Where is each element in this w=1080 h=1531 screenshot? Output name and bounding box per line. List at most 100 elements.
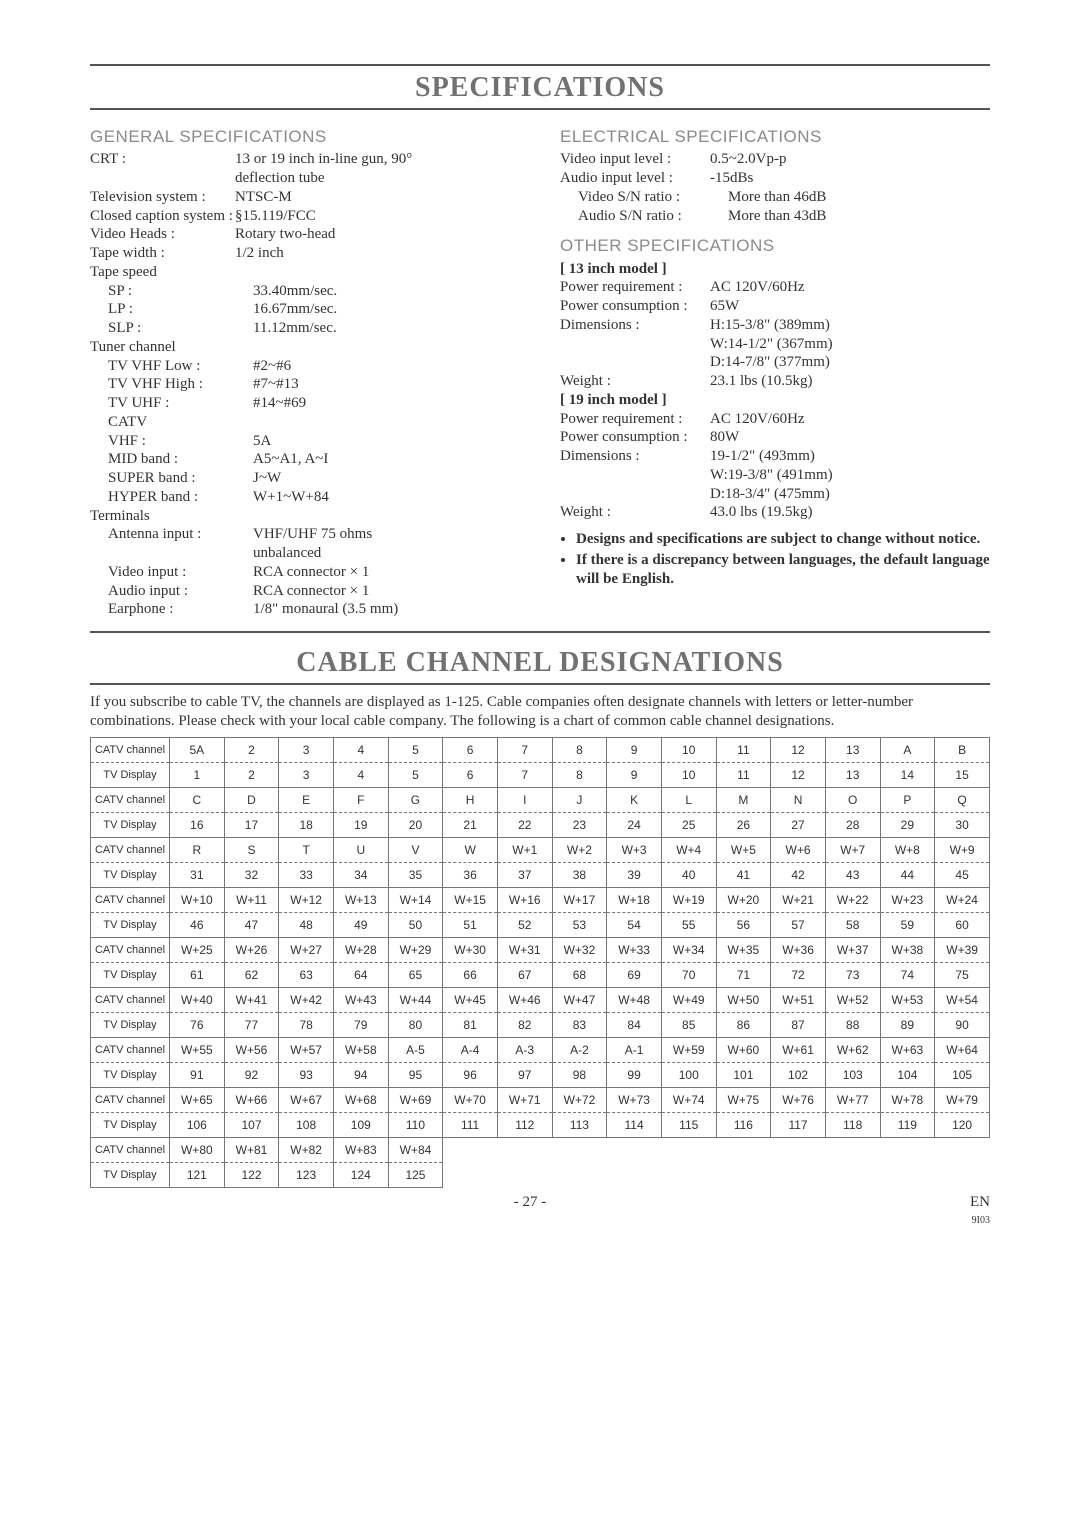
cell: W+31 <box>497 937 552 962</box>
cell: L <box>661 787 716 812</box>
spec-label <box>560 335 710 354</box>
spec-label: Terminals <box>90 507 235 526</box>
cell <box>935 1162 990 1187</box>
cell: A <box>880 737 935 762</box>
spec-label: VHF : <box>90 432 253 451</box>
row-header-tv: TV Display <box>91 1012 170 1037</box>
cell: W+33 <box>607 937 662 962</box>
cell: W+39 <box>935 937 990 962</box>
cell: 7 <box>497 737 552 762</box>
spec-label <box>560 353 710 372</box>
cell: W+22 <box>825 887 880 912</box>
cell: W+19 <box>661 887 716 912</box>
cell: 113 <box>552 1112 607 1137</box>
cell <box>771 1137 826 1162</box>
cell: 80 <box>388 1012 443 1037</box>
cell: 52 <box>497 912 552 937</box>
cell: 91 <box>170 1062 225 1087</box>
cell: W+30 <box>443 937 498 962</box>
cell: T <box>279 837 334 862</box>
spec-label: Power requirement : <box>560 410 710 429</box>
spec-value: 11.12mm/sec. <box>253 319 337 338</box>
cell: 44 <box>880 862 935 887</box>
cell: J <box>552 787 607 812</box>
row-header-tv: TV Display <box>91 1162 170 1187</box>
cell: 110 <box>388 1112 443 1137</box>
cell: 92 <box>224 1062 279 1087</box>
note-item: Designs and specifications are subject t… <box>576 530 990 549</box>
cell: 60 <box>935 912 990 937</box>
cell <box>825 1137 880 1162</box>
cell: 38 <box>552 862 607 887</box>
page-number: - 27 - <box>514 1194 547 1228</box>
spec-label: SUPER band : <box>90 469 253 488</box>
cell: W+2 <box>552 837 607 862</box>
spec-value: AC 120V/60Hz <box>710 278 805 297</box>
cell: R <box>170 837 225 862</box>
cell <box>443 1162 498 1187</box>
cell: W+81 <box>224 1137 279 1162</box>
cell: W+54 <box>935 987 990 1012</box>
cell: 125 <box>388 1162 443 1187</box>
spec-value: W:14-1/2" (367mm) <box>710 335 833 354</box>
cell: W+40 <box>170 987 225 1012</box>
row-header-catv: CATV channel <box>91 1137 170 1162</box>
model-13-label: [ 13 inch model ] <box>560 260 990 279</box>
cell: W+23 <box>880 887 935 912</box>
row-header-tv: TV Display <box>91 1062 170 1087</box>
title-cable: CABLE CHANNEL DESIGNATIONS <box>90 647 990 679</box>
cell: W+16 <box>497 887 552 912</box>
cell: 70 <box>661 962 716 987</box>
spec-value: 80W <box>710 428 739 447</box>
cell <box>443 1137 498 1162</box>
cell <box>935 1137 990 1162</box>
cell: W+47 <box>552 987 607 1012</box>
spec-label: Power consumption : <box>560 428 710 447</box>
cell: 119 <box>880 1112 935 1137</box>
cell: W+28 <box>333 937 388 962</box>
spec-label: SP : <box>90 282 253 301</box>
cell: 6 <box>443 737 498 762</box>
cell: 3 <box>279 762 334 787</box>
cell: 6 <box>443 762 498 787</box>
cell: 101 <box>716 1062 771 1087</box>
cell: W+73 <box>607 1087 662 1112</box>
cell: 22 <box>497 812 552 837</box>
row-header-tv: TV Display <box>91 812 170 837</box>
cell: W+57 <box>279 1037 334 1062</box>
cell: H <box>443 787 498 812</box>
cell: 31 <box>170 862 225 887</box>
cell: W+37 <box>825 937 880 962</box>
cell: 26 <box>716 812 771 837</box>
cell: 11 <box>716 737 771 762</box>
cell: 17 <box>224 812 279 837</box>
cell: G <box>388 787 443 812</box>
cell: W+5 <box>716 837 771 862</box>
cell: W+52 <box>825 987 880 1012</box>
cell: 42 <box>771 862 826 887</box>
cell: W+84 <box>388 1137 443 1162</box>
spec-value: AC 120V/60Hz <box>710 410 805 429</box>
cell: A-4 <box>443 1037 498 1062</box>
cell: 89 <box>880 1012 935 1037</box>
cell: P <box>880 787 935 812</box>
cell: 84 <box>607 1012 662 1037</box>
cell: U <box>333 837 388 862</box>
row-header-tv: TV Display <box>91 762 170 787</box>
row-header-catv: CATV channel <box>91 987 170 1012</box>
cell: 13 <box>825 737 880 762</box>
cell: 25 <box>661 812 716 837</box>
cell: 2 <box>224 762 279 787</box>
spec-label: MID band : <box>90 450 253 469</box>
cell: 45 <box>935 862 990 887</box>
cell: A-3 <box>497 1037 552 1062</box>
cell: W+77 <box>825 1087 880 1112</box>
cell <box>825 1162 880 1187</box>
cell: W+68 <box>333 1087 388 1112</box>
footer-lang: EN <box>970 1194 990 1210</box>
cell: W+36 <box>771 937 826 962</box>
cell: 95 <box>388 1062 443 1087</box>
cell <box>716 1137 771 1162</box>
spec-value: 43.0 lbs (19.5kg) <box>710 503 813 522</box>
cell: 98 <box>552 1062 607 1087</box>
